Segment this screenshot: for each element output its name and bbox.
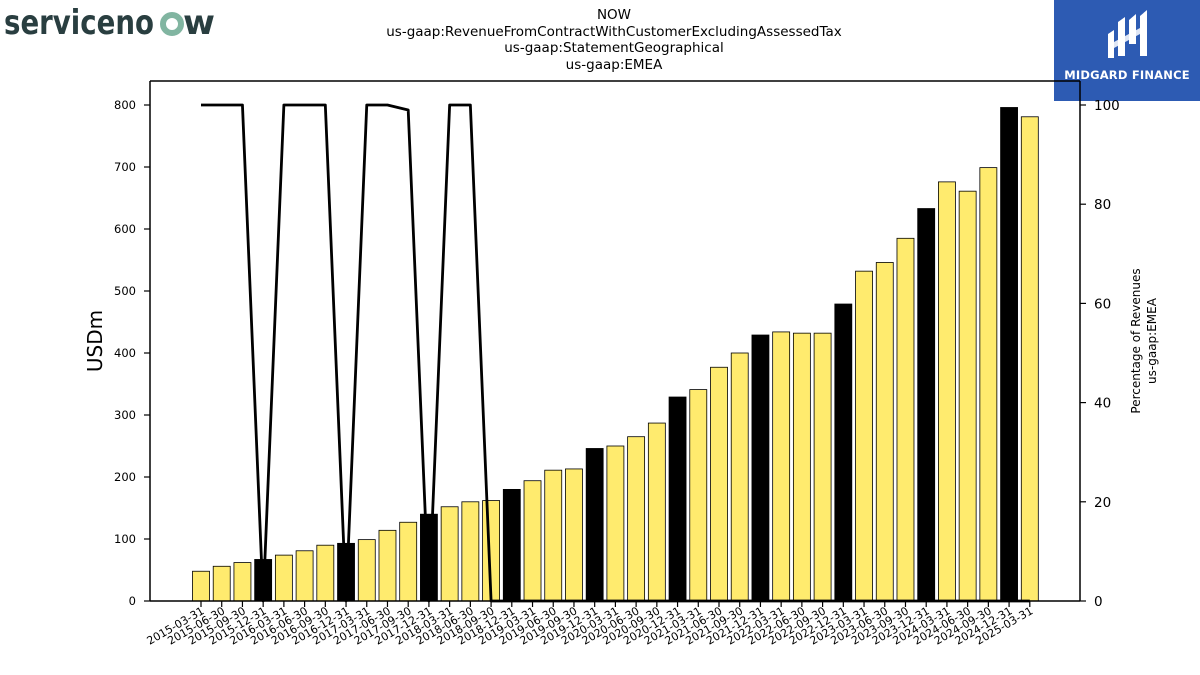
bar-2022-06-30 [792,332,811,602]
bar-2020-12-31 [668,396,687,602]
bar-2015-09-30 [233,562,252,602]
y-tick-label-600: 600 [114,222,136,236]
y-tick-label-0: 0 [129,594,136,608]
bar-2019-12-31 [585,448,604,602]
bar-2018-03-31 [440,506,459,602]
x-tick-labels: 2015-03-312015-06-302015-09-302015-12-31… [145,601,1035,648]
bar-2017-03-31 [357,539,376,602]
midgard-mark-icon [1108,10,1147,58]
bar-2022-12-31 [834,303,853,602]
y2-tick-label-100: 100 [1094,98,1120,114]
bar-2016-06-30 [295,550,314,602]
bar-2016-09-30 [316,544,335,602]
midgard-finance-logo: MIDGARD FINANCE [1054,0,1200,101]
y2-tick-label-60: 60 [1094,296,1111,312]
bar-2025-03-31 [1020,116,1039,602]
y-tick-label-200: 200 [114,470,136,484]
bar-2019-03-31 [523,480,542,602]
title-line-statement: us-gaap:StatementGeographical [504,40,724,56]
bar-2021-12-31 [751,334,770,602]
y2-axis-label-line2: us-gaap:EMEA [1145,297,1159,384]
bar-2017-09-30 [399,521,418,602]
bars-layer [192,107,1039,602]
logo-text-w: w [183,3,215,42]
bar-2024-06-30 [958,190,977,602]
y-tick-label-400: 400 [114,346,136,360]
bar-2017-06-30 [378,529,397,602]
bar-2018-06-30 [461,501,480,602]
y2-tick-label-20: 20 [1094,495,1111,511]
bar-2024-03-31 [938,181,956,602]
y2-tick-label-0: 0 [1094,594,1103,610]
bar-2023-12-31 [917,208,936,602]
y2-axis-label-line1: Percentage of Revenues [1129,268,1143,413]
bar-2021-06-30 [710,366,728,602]
y-tick-label-700: 700 [114,160,136,174]
title-line-ticker: NOW [596,7,632,23]
y-tick-label-800: 800 [114,98,136,112]
y2-tick-label-80: 80 [1094,197,1111,213]
bar-2023-09-30 [896,237,915,602]
bar-2015-03-31 [192,570,210,602]
bar-2019-06-30 [544,469,563,602]
bar-2016-03-31 [274,554,293,602]
bar-2022-09-30 [813,332,832,602]
logo-o-mark [160,12,184,36]
bar-2020-03-31 [606,445,625,602]
servicenow-logo: serviceno w [4,2,219,43]
bar-2015-06-30 [212,565,231,602]
y-tick-label-300: 300 [114,408,136,422]
title-line-concept: us-gaap:RevenueFromContractWithCustomerE… [386,23,842,40]
logo-text-serviceno: serviceno [4,3,154,42]
bar-2022-03-31 [772,331,791,602]
bar-2020-09-30 [647,422,666,602]
title-line-segment: us-gaap:EMEA [565,56,663,73]
bar-2024-12-31 [1000,107,1018,602]
y2-tick-label-40: 40 [1094,396,1111,412]
bar-2020-06-30 [627,436,646,602]
y-tick-label-100: 100 [114,532,136,546]
y-tick-label-500: 500 [114,284,136,298]
y-axis-label: USDm [83,310,107,372]
bar-2024-09-30 [979,167,998,602]
chart-title: NOW us-gaap:RevenueFromContractWithCusto… [314,7,914,73]
bar-2021-09-30 [730,352,749,602]
bar-2023-06-30 [875,262,894,602]
bar-2019-09-30 [565,468,583,602]
bar-2021-03-31 [689,389,708,602]
midgard-finance-label: MIDGARD FINANCE [1064,68,1190,82]
bar-2018-12-31 [502,488,521,602]
bar-2023-03-31 [855,270,873,602]
